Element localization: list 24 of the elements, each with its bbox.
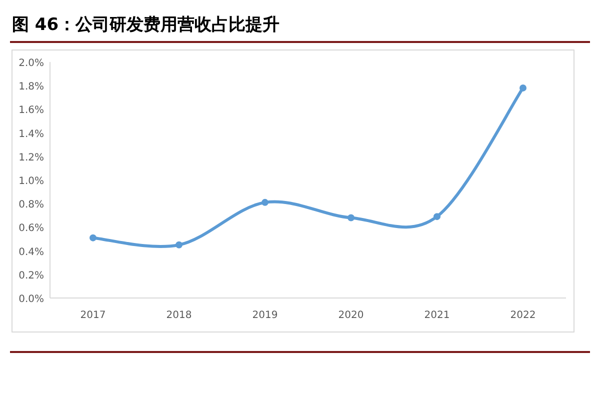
x-tick-label: 2018 xyxy=(166,310,192,321)
point xyxy=(90,234,96,242)
y-tick-label: 1.6% xyxy=(18,105,44,116)
x-tick-label: 2021 xyxy=(424,310,450,321)
x-tick-label: 2022 xyxy=(510,310,536,321)
y-tick-label: 1.4% xyxy=(18,128,44,140)
point xyxy=(434,213,440,220)
y-tick-label: 0.2% xyxy=(18,270,44,282)
y-tick-label: 0.8% xyxy=(18,200,44,211)
y-tick-label: 0.4% xyxy=(18,246,44,258)
y-tick-label: 0.0% xyxy=(18,294,44,305)
point xyxy=(520,84,526,92)
x-tick-label: 2020 xyxy=(338,310,364,321)
y-tick-label: 0.6% xyxy=(18,223,44,234)
y-tick-label: 1.8% xyxy=(18,82,44,93)
y-tick-label: 1.2% xyxy=(18,152,44,164)
y-tick-label: 1.0% xyxy=(18,176,44,187)
point xyxy=(348,214,354,222)
x-tick-label: 2019 xyxy=(252,310,278,321)
chart-title: 图 46：公司研发费用营收占比提升 xyxy=(12,15,280,35)
point xyxy=(262,198,268,206)
x-tick-label: 2017 xyxy=(80,310,106,321)
y-tick-label: 2.0% xyxy=(18,58,44,69)
point xyxy=(176,241,182,248)
